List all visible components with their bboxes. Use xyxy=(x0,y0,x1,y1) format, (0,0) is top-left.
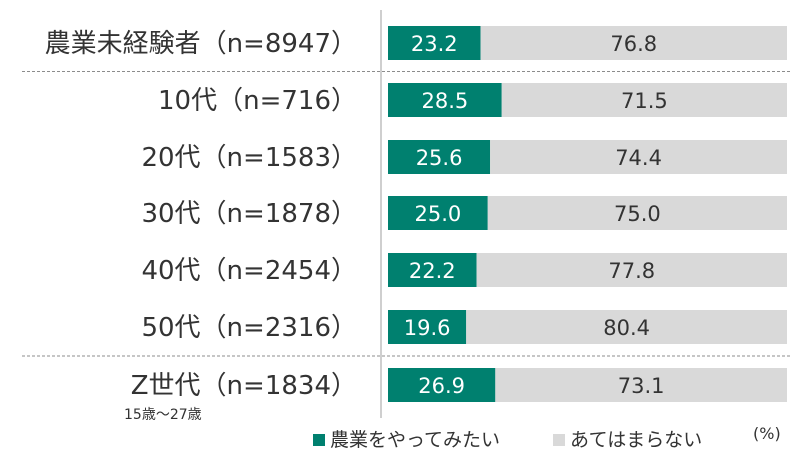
bars-group: 23.2 76.8 28.5 71.5 25.6 74.4 25.0 75.0 22.2 77.8… xyxy=(388,26,787,402)
value-label-want-1: 28.5 xyxy=(421,89,468,113)
value-label-want-6: 26.9 xyxy=(418,374,465,398)
bar-want-0 xyxy=(388,26,481,60)
legend: 農業をやってみたい あてはまらない xyxy=(313,429,702,451)
legend-swatch-1 xyxy=(553,434,565,446)
unit-label: (%) xyxy=(753,424,781,443)
bar-want-1 xyxy=(388,83,502,117)
legend-label-1: あてはまらない xyxy=(570,429,702,451)
category-label-0: 農業未経験者（n=8947） xyxy=(45,29,357,59)
bar-not-applicable-2 xyxy=(490,140,787,174)
legend-swatch-0 xyxy=(313,434,325,446)
bar-want-6 xyxy=(388,368,496,402)
value-label-want-0: 23.2 xyxy=(411,32,458,56)
bar-want-2 xyxy=(388,140,491,174)
category-note-6: 15歳〜27歳 xyxy=(124,407,202,423)
value-label-not-applicable-6: 73.1 xyxy=(618,374,665,398)
bar-not-applicable-6 xyxy=(495,368,787,402)
legend-label-0: 農業をやってみたい xyxy=(330,429,500,451)
bar-not-applicable-3 xyxy=(487,196,787,230)
bar-want-4 xyxy=(388,253,477,287)
bar-want-5 xyxy=(388,310,467,344)
bar-not-applicable-0 xyxy=(480,26,787,60)
value-label-not-applicable-1: 71.5 xyxy=(621,89,668,113)
value-label-want-3: 25.0 xyxy=(414,202,461,226)
category-label-6: Z世代（n=1834） xyxy=(131,371,357,401)
value-label-not-applicable-0: 76.8 xyxy=(610,32,657,56)
category-labels: 農業未経験者（n=8947） 10代（n=716） 20代（n=1583） 30代（n… xyxy=(45,29,357,423)
value-label-want-2: 25.6 xyxy=(416,146,463,170)
group-separators xyxy=(22,71,790,357)
value-label-not-applicable-5: 80.4 xyxy=(603,316,650,340)
category-label-4: 40代（n=2454） xyxy=(141,256,357,286)
category-label-2: 20代（n=1583） xyxy=(141,143,357,173)
bar-not-applicable-5 xyxy=(466,310,787,344)
bar-want-3 xyxy=(388,196,488,230)
value-label-not-applicable-3: 75.0 xyxy=(614,202,661,226)
value-label-not-applicable-4: 77.8 xyxy=(608,259,655,283)
bar-not-applicable-1 xyxy=(501,83,787,117)
value-label-not-applicable-2: 74.4 xyxy=(615,146,662,170)
category-label-3: 30代（n=1878） xyxy=(141,199,357,229)
category-label-1: 10代（n=716） xyxy=(158,86,357,116)
bar-not-applicable-4 xyxy=(476,253,787,287)
value-label-want-5: 19.6 xyxy=(404,316,451,340)
value-label-want-4: 22.2 xyxy=(409,259,456,283)
category-label-5: 50代（n=2316） xyxy=(141,313,357,343)
